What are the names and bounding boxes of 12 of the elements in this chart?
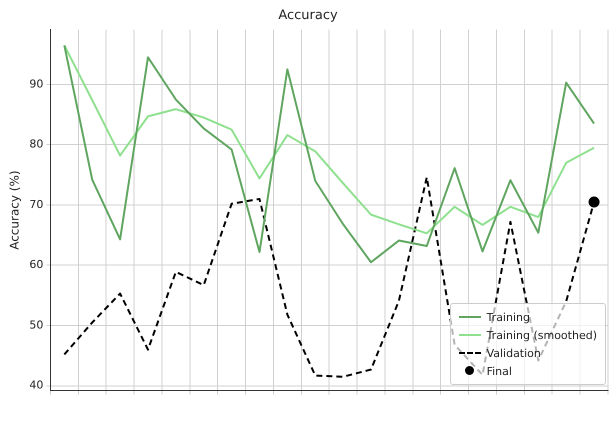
legend-label: Training [486, 310, 530, 324]
y-tick-label: 70 [29, 198, 44, 211]
legend-label: Training (smoothed) [486, 328, 597, 342]
legend-label: Final [486, 364, 512, 378]
y-tick-label: 80 [29, 138, 44, 151]
y-tick-label: 40 [29, 378, 44, 392]
y-axis-title: Accuracy (%) [7, 170, 22, 250]
legend-label: Validation [486, 346, 541, 360]
y-tick-label: 60 [29, 258, 44, 272]
y-tick-label: 90 [29, 77, 44, 90]
chart-title: Accuracy [278, 8, 338, 24]
y-tick-label: 50 [29, 318, 44, 332]
